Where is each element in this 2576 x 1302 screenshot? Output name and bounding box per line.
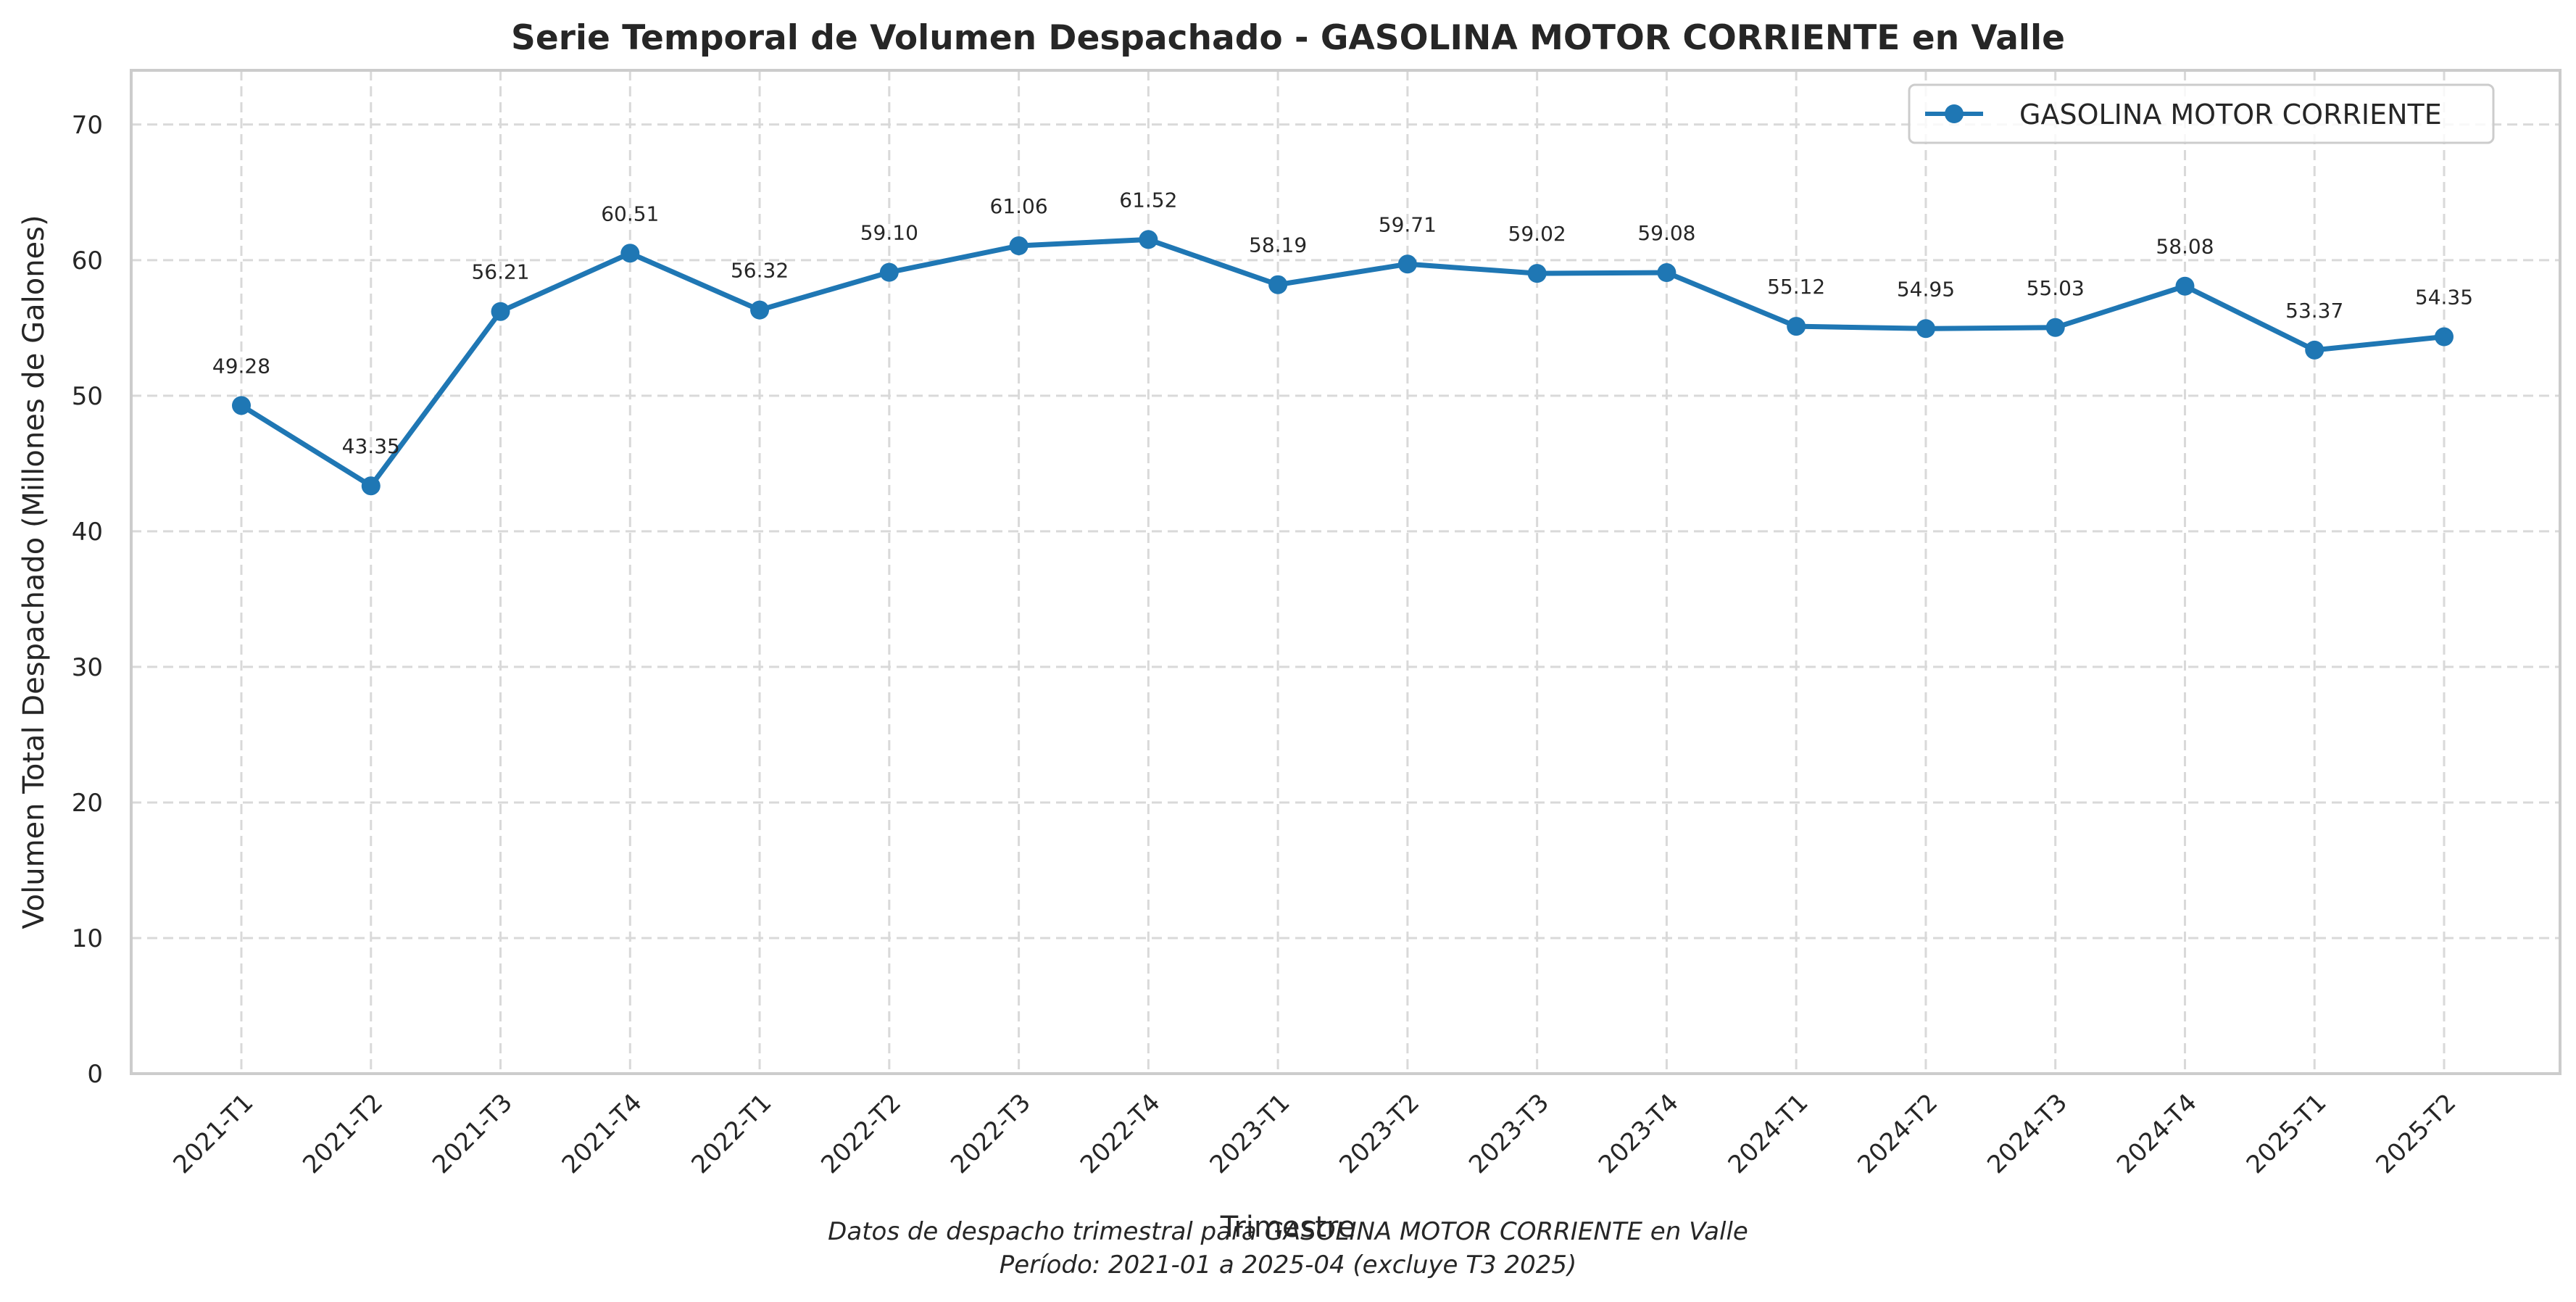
data-point (620, 244, 640, 263)
data-label: 59.10 (860, 221, 918, 245)
legend-marker-swatch (1945, 104, 1964, 123)
data-point (2045, 318, 2065, 337)
legend-label: GASOLINA MOTOR CORRIENTE (2019, 99, 2442, 130)
x-tick-label: 2021-T4 (557, 1088, 648, 1179)
y-axis-label: Volumen Total Despachado (Millones de Ga… (17, 215, 51, 929)
y-tick-label: 0 (87, 1060, 103, 1089)
data-label: 58.19 (1249, 233, 1307, 257)
data-point (491, 302, 510, 321)
x-tick-label: 2022-T1 (686, 1088, 778, 1179)
data-label: 55.12 (1767, 275, 1825, 299)
data-label: 43.35 (342, 434, 400, 458)
data-point (2305, 340, 2324, 360)
plot-area (130, 69, 2562, 1075)
x-tick-label: 2023-T2 (1334, 1088, 1425, 1179)
data-point (1657, 263, 1677, 283)
x-axis-ticks: 2021-T1 2021-T2 2021-T3 2021-T4 2022-T1 2022-… (167, 1088, 2461, 1179)
data-label: 54.35 (2415, 286, 2473, 310)
chart-title: Serie Temporal de Volumen Despachado - G… (511, 18, 2065, 58)
x-tick-label: 2025-T2 (2370, 1088, 2461, 1179)
data-label: 59.71 (1379, 212, 1437, 236)
series-group: 49.28 43.35 56.21 60.51 56.32 59.10 61.06 61.52… (212, 188, 2473, 496)
data-label: 49.28 (212, 354, 270, 378)
legend: GASOLINA MOTOR CORRIENTE (1908, 83, 2495, 144)
footnote-line-2: Período: 2021-01 a 2025-04 (excluye T3 2… (1000, 1251, 1577, 1280)
data-point (1009, 236, 1029, 256)
data-label: 56.32 (731, 259, 789, 283)
legend-box (1908, 83, 2495, 144)
data-point (1139, 230, 1158, 249)
x-tick-label: 2022-T2 (815, 1088, 907, 1179)
data-label: 58.08 (2156, 235, 2214, 259)
x-tick-label: 2023-T3 (1463, 1088, 1555, 1179)
y-tick-label: 40 (72, 518, 103, 547)
y-axis-ticks: 0 10 20 30 40 50 60 70 (72, 111, 103, 1089)
y-tick-label: 60 (72, 246, 103, 275)
x-tick-label: 2025-T1 (2241, 1088, 2332, 1179)
y-tick-label: 70 (72, 111, 103, 140)
grid (131, 70, 2560, 1075)
data-label: 55.03 (2027, 276, 2085, 300)
data-point (1268, 275, 1288, 294)
data-label: 59.08 (1637, 221, 1695, 245)
x-tick-label: 2022-T3 (945, 1088, 1036, 1179)
series-line (238, 236, 2447, 489)
data-point (1916, 319, 1935, 339)
x-tick-label: 2022-T4 (1075, 1088, 1166, 1179)
data-point (1397, 254, 1417, 274)
data-point (750, 300, 770, 320)
data-point (2435, 327, 2454, 347)
x-tick-label: 2021-T3 (427, 1088, 518, 1179)
x-tick-label: 2024-T3 (1982, 1088, 2073, 1179)
y-tick-label: 20 (72, 789, 103, 818)
data-point (879, 262, 899, 282)
x-tick-label: 2024-T4 (2111, 1088, 2203, 1179)
data-label: 54.95 (1897, 277, 1955, 301)
data-label: 56.21 (471, 260, 529, 284)
footnote-line-1: Datos de despacho trimestral para GASOLI… (828, 1217, 1748, 1246)
y-tick-label: 30 (72, 653, 103, 682)
x-tick-label: 2024-T1 (1723, 1088, 1814, 1179)
data-point (2175, 276, 2195, 296)
x-tick-label: 2021-T2 (297, 1088, 389, 1179)
data-label: 53.37 (2285, 299, 2343, 323)
data-label: 59.02 (1508, 222, 1566, 246)
data-label: 61.52 (1119, 188, 1177, 212)
x-tick-label: 2023-T1 (1205, 1088, 1296, 1179)
x-tick-label: 2024-T2 (1852, 1088, 1943, 1179)
data-point (1527, 264, 1547, 283)
data-point (1787, 317, 1806, 336)
x-tick-label: 2023-T4 (1593, 1088, 1684, 1179)
data-point (232, 396, 251, 415)
data-label: 60.51 (601, 202, 659, 225)
x-axis-label: Trimestre (1220, 1211, 1355, 1244)
x-tick-label: 2021-T1 (167, 1088, 259, 1179)
data-point (361, 476, 381, 496)
y-tick-label: 50 (72, 382, 103, 411)
y-tick-label: 10 (72, 924, 103, 953)
data-label: 61.06 (990, 194, 1048, 218)
